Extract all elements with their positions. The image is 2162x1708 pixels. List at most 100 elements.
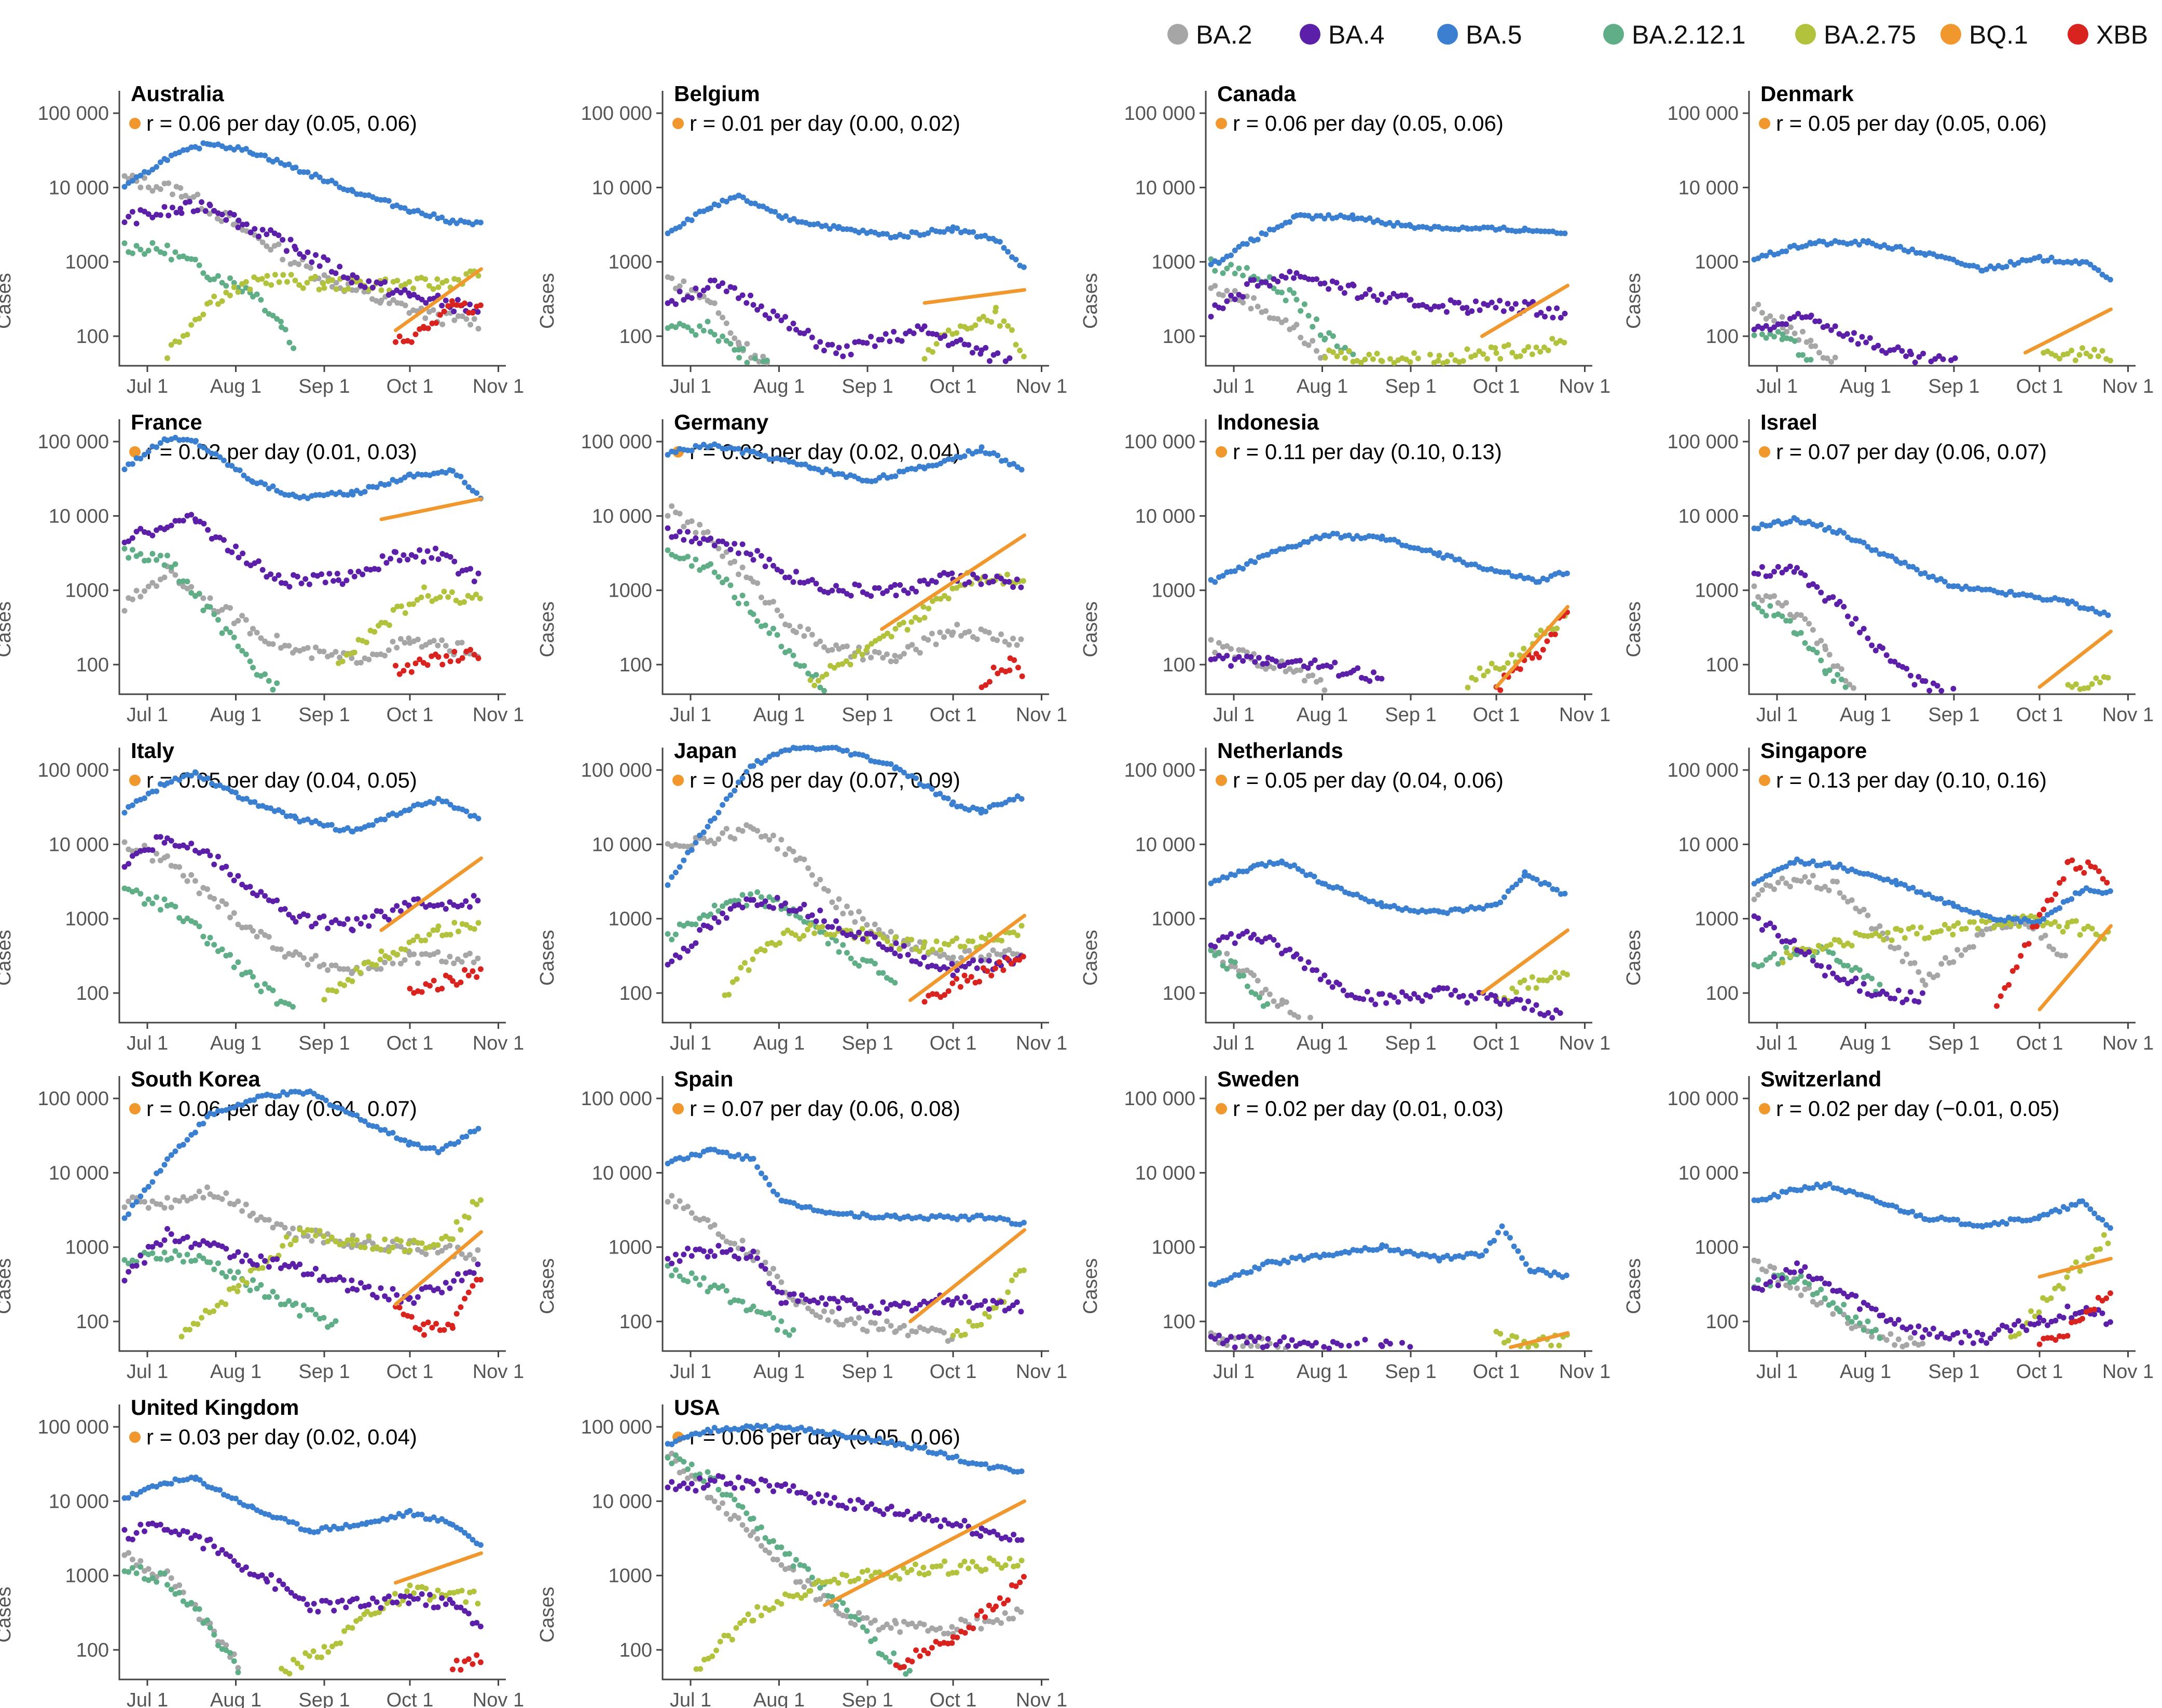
data-point xyxy=(1428,306,1434,312)
data-point xyxy=(893,940,899,946)
axis-lines xyxy=(1205,91,1592,367)
data-point xyxy=(1326,212,1332,218)
data-point xyxy=(921,615,928,621)
data-point xyxy=(2099,348,2105,354)
data-point xyxy=(735,295,741,301)
panel-rate-text: r = 0.07 per day (0.06, 0.07) xyxy=(1776,439,2047,464)
data-point xyxy=(1545,347,1551,353)
data-point xyxy=(219,280,225,286)
data-point xyxy=(345,1288,351,1293)
data-point xyxy=(1317,332,1324,338)
data-point xyxy=(258,988,264,995)
data-point xyxy=(362,284,368,291)
data-point xyxy=(762,1266,768,1272)
data-point xyxy=(1408,297,1414,303)
data-point xyxy=(270,641,276,647)
data-point xyxy=(463,316,470,322)
data-point xyxy=(1468,561,1475,568)
data-point xyxy=(309,1227,315,1233)
data-point xyxy=(1540,646,1546,653)
data-point xyxy=(2077,865,2083,871)
data-point xyxy=(1783,944,1789,951)
data-point xyxy=(223,290,229,296)
data-point xyxy=(207,604,213,610)
data-point xyxy=(901,1323,907,1329)
data-point xyxy=(443,470,449,476)
data-point xyxy=(715,310,722,316)
data-point xyxy=(1848,337,1854,343)
data-point xyxy=(177,185,184,191)
data-point xyxy=(1941,578,1948,585)
data-point xyxy=(471,316,477,322)
data-point xyxy=(235,1249,241,1255)
x-tick-label: Jul 1 xyxy=(1213,704,1255,726)
data-point xyxy=(137,1252,144,1259)
data-point xyxy=(1236,244,1242,250)
data-point xyxy=(1910,924,1916,930)
data-point xyxy=(1021,1267,1027,1273)
y-tick-label: 1000 xyxy=(608,252,652,273)
y-tick-label: 1000 xyxy=(65,1237,109,1259)
data-point xyxy=(1018,584,1024,590)
data-point xyxy=(1877,982,1883,988)
data-point xyxy=(848,1297,854,1303)
data-point xyxy=(362,489,368,495)
series-BA-2 xyxy=(1751,583,1856,691)
series-BA-2-75 xyxy=(807,570,1026,688)
data-point xyxy=(1220,573,1226,579)
data-point xyxy=(2105,612,2111,618)
data-point xyxy=(1456,556,1462,562)
data-point xyxy=(256,233,261,240)
data-point xyxy=(1018,796,1025,802)
data-point xyxy=(1802,572,1808,578)
data-point xyxy=(1398,223,1404,229)
data-point xyxy=(1275,279,1281,284)
data-point xyxy=(1244,561,1250,567)
data-point xyxy=(685,554,691,560)
data-point xyxy=(1000,967,1007,973)
data-point xyxy=(451,558,458,564)
data-point xyxy=(786,1332,792,1338)
data-point xyxy=(196,315,202,322)
axis-lines xyxy=(1748,91,2136,367)
y-tick-label: 10 000 xyxy=(1135,505,1195,527)
data-point xyxy=(455,297,461,303)
y-axis-label: Cases xyxy=(536,601,558,657)
data-point xyxy=(471,652,477,658)
data-point xyxy=(770,599,776,605)
data-point xyxy=(443,959,449,965)
data-point xyxy=(142,251,147,257)
data-point xyxy=(821,348,827,354)
data-point xyxy=(350,927,356,933)
data-point xyxy=(762,622,768,628)
data-point xyxy=(758,303,764,309)
data-point xyxy=(1011,657,1017,663)
data-point xyxy=(398,603,404,609)
data-point xyxy=(262,981,268,987)
data-point xyxy=(254,982,260,988)
data-point xyxy=(723,288,729,295)
data-point xyxy=(1938,928,1944,934)
data-point xyxy=(742,960,748,966)
data-point xyxy=(1828,327,1834,333)
data-point xyxy=(901,587,907,594)
data-point xyxy=(1379,533,1385,540)
data-point xyxy=(1477,307,1483,313)
data-point xyxy=(386,622,392,628)
data-point xyxy=(1220,270,1226,276)
data-point xyxy=(161,1162,168,1168)
data-point xyxy=(459,313,465,320)
data-point xyxy=(848,910,854,916)
data-point xyxy=(349,655,355,662)
series-BA-5 xyxy=(121,435,484,502)
data-point xyxy=(422,315,429,321)
data-point xyxy=(909,642,915,648)
data-point xyxy=(145,1183,152,1190)
data-point xyxy=(274,316,280,322)
bq1-fit-line xyxy=(922,288,1026,305)
data-point xyxy=(933,341,940,347)
data-point xyxy=(328,652,335,658)
data-point xyxy=(672,1204,679,1210)
data-point xyxy=(1791,938,1797,944)
